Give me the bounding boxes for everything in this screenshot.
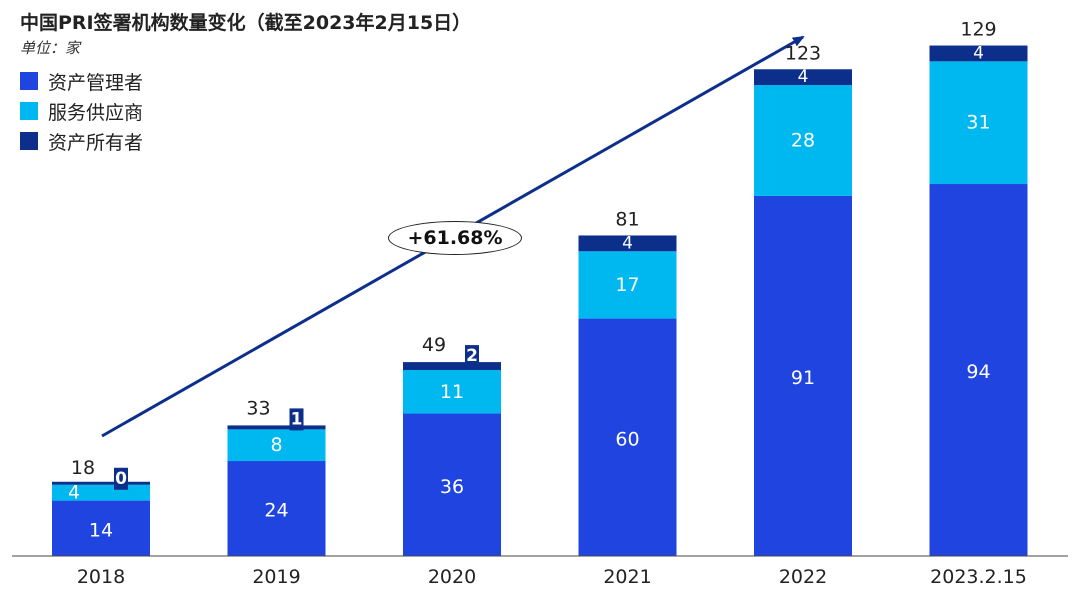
data-label-asset-managers: 94: [966, 361, 990, 383]
data-label-service-providers: 4: [68, 482, 80, 504]
data-label-asset-owners: 0: [115, 469, 127, 489]
data-label-asset-managers: 36: [440, 476, 464, 498]
bar-service-providers: [403, 370, 501, 414]
total-label: 33: [246, 397, 270, 419]
data-label-asset-managers: 91: [791, 367, 815, 389]
bars-group: [52, 45, 1028, 556]
legend-swatch: [20, 72, 38, 90]
total-label: 129: [960, 19, 996, 41]
legend-swatch: [20, 132, 38, 150]
owners-badge: [289, 408, 304, 431]
x-tick-label: 2023.2.15: [930, 566, 1027, 588]
legend-label: 资产管理者: [48, 71, 144, 94]
bar-asset-owners: [578, 235, 677, 252]
bar-asset-managers: [227, 461, 326, 556]
data-label-service-providers: 17: [615, 274, 639, 296]
data-label-service-providers: 28: [791, 130, 815, 152]
legend: 资产管理者 服务供应商 资产所有者: [20, 66, 143, 156]
total-label: 123: [785, 42, 821, 64]
bar-asset-owners: [52, 481, 150, 485]
x-tick-label: 2022: [779, 566, 827, 588]
bar-asset-managers: [929, 184, 1028, 556]
bar-asset-managers: [403, 413, 501, 556]
total-label: 18: [71, 457, 95, 479]
bar-asset-owners: [929, 45, 1028, 62]
total-label: 49: [422, 334, 446, 356]
bar-asset-owners: [227, 425, 326, 430]
chart-title: 中国PRI签署机构数量变化（截至2023年2月15日）: [20, 12, 472, 34]
bar-asset-managers: [578, 318, 677, 556]
data-label-asset-owners: 2: [466, 346, 478, 366]
data-label-asset-owners: 4: [622, 233, 633, 253]
owners-badge: [465, 345, 479, 368]
bar-asset-owners: [403, 362, 501, 371]
bar-asset-managers: [754, 195, 852, 556]
data-label-asset-owners: 1: [291, 409, 303, 429]
data-label-asset-managers: 24: [264, 500, 288, 522]
labels-group: 14 4 0 18 2018 24 81 33 2019 36 112 49 2020 60 17 4 81 20…: [68, 19, 1027, 588]
bar-service-providers: [754, 85, 852, 196]
owners-badge: [114, 467, 128, 490]
legend-label: 资产所有者: [48, 131, 144, 154]
total-label: 81: [615, 208, 639, 230]
legend-label: 服务供应商: [48, 101, 144, 124]
x-tick-label: 2020: [428, 566, 476, 588]
bar-asset-owners: [754, 69, 852, 86]
data-label-service-providers: 8: [270, 434, 282, 456]
data-label-asset-owners: 4: [973, 43, 984, 63]
x-tick-label: 2019: [252, 566, 300, 588]
growth-annotation: +61.68%: [388, 221, 522, 255]
unit-label: 单位：家: [20, 39, 81, 57]
x-tick-label: 2018: [77, 566, 125, 588]
data-label-asset-managers: 14: [89, 519, 113, 541]
data-label-asset-managers: 60: [615, 428, 639, 450]
legend-item-asset-managers: 资产管理者: [20, 66, 143, 96]
legend-item-asset-owners: 资产所有者: [20, 126, 143, 156]
bar-asset-managers: [52, 500, 150, 556]
x-tick-label: 2021: [603, 566, 651, 588]
bar-service-providers: [52, 484, 150, 501]
bar-service-providers: [578, 251, 677, 319]
data-label-service-providers: 11: [440, 381, 464, 403]
bar-service-providers: [929, 61, 1028, 185]
bar-service-providers: [227, 429, 326, 462]
legend-swatch: [20, 102, 38, 120]
data-label-service-providers: 31: [966, 112, 990, 134]
legend-item-service-providers: 服务供应商: [20, 96, 143, 126]
data-label-asset-owners: 4: [798, 67, 809, 87]
